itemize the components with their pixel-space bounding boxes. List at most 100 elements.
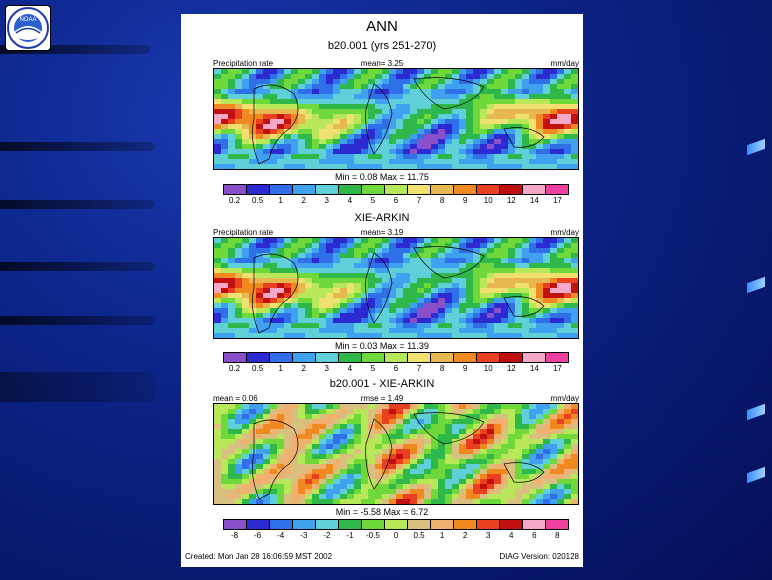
decorative-swoosh	[0, 200, 155, 209]
colorbar-tick-label: 1	[278, 196, 283, 205]
colorbar-tick-label: 0.5	[413, 531, 425, 540]
colorbar-swatch	[316, 520, 339, 529]
colorbar-swatch	[431, 520, 454, 529]
colorbar-swatch	[362, 520, 385, 529]
colorbar-tick-label: -0.5	[366, 531, 380, 540]
colorbar-swatch	[293, 353, 316, 362]
colorbar-swatch	[316, 353, 339, 362]
precip-map-model	[213, 68, 579, 170]
figure-title: ANN	[366, 18, 398, 35]
colorbar-tick-label: 2	[301, 364, 306, 373]
colorbar-tick-label: 17	[552, 196, 562, 205]
colorbar-tick-label: 8	[555, 531, 560, 540]
map-field-graphic	[214, 404, 578, 504]
panel-2-stats: Min = 0.03 Max = 11.39	[335, 341, 429, 351]
colorbar-swatch	[431, 185, 454, 194]
decorative-swoosh	[0, 316, 155, 325]
colorbar-swatch	[339, 185, 362, 194]
colorbar-tick-label: -3	[300, 531, 308, 540]
colorbar-tick-label: 0.5	[252, 364, 264, 373]
colorbar-3	[223, 519, 569, 530]
colorbar-tick-label: 5	[370, 364, 376, 373]
colorbar-tick-label: 3	[324, 364, 329, 373]
colorbar-tick-label: 3	[485, 531, 491, 540]
colorbar-tick-label: 3	[324, 196, 329, 205]
colorbar-swatch	[408, 520, 431, 529]
colorbar-tick-label: 17	[552, 364, 562, 373]
colorbar-tick-label: 6	[532, 531, 537, 540]
colorbar-tick-label: 0.2	[228, 364, 241, 373]
colorbar-swatch	[408, 353, 431, 362]
colorbar-tick-label: 9	[462, 196, 468, 205]
colorbar-tick-label: -1	[346, 531, 354, 540]
colorbar-tick-label: -6	[254, 531, 262, 540]
colorbar-swatch	[500, 520, 523, 529]
colorbar-2-ticks: 0.2 0.5 1 2 3 4 5 6 7 8 9 10 12 14 17	[223, 364, 569, 373]
panel-3-units: mm/day	[550, 394, 579, 403]
colorbar-swatch	[339, 353, 362, 362]
colorbar-tick-label: 8	[439, 364, 445, 373]
colorbar-tick-label: 4	[509, 531, 514, 540]
colorbar-tick-label: 2	[462, 531, 468, 540]
colorbar-tick-label: 0	[393, 531, 399, 540]
diag-version: DIAG Version: 020128	[499, 552, 579, 561]
colorbar-swatch	[546, 520, 568, 529]
decorative-swoosh	[0, 142, 155, 151]
decorative-swoosh	[0, 262, 155, 271]
colorbar-tick-label: 6	[393, 364, 399, 373]
colorbar-1-ticks: 0.2 0.5 1 2 3 4 5 6 7 8 9 10 12 14 17	[223, 196, 569, 205]
colorbar-swatch	[454, 520, 477, 529]
colorbar-swatch	[546, 353, 568, 362]
colorbar-tick-label: 0.2	[228, 196, 241, 205]
colorbar-swatch	[477, 520, 500, 529]
decorative-dash	[747, 138, 765, 156]
colorbar-swatch	[270, 185, 293, 194]
colorbar-swatch	[454, 353, 477, 362]
colorbar-tick-label: 1	[439, 531, 445, 540]
panel-3-subtitle: b20.001 - XIE-ARKIN	[329, 378, 435, 390]
colorbar-3-ticks: -8 -6 -4 -3 -2 -1 -0.5 0 0.5 1 2 3 4 6 8	[223, 531, 569, 540]
colorbar-tick-label: 7	[416, 196, 422, 205]
panel-3-mean: mean = 0.06	[213, 394, 258, 403]
colorbar-tick-label: 0.5	[252, 196, 264, 205]
colorbar-swatch	[523, 353, 546, 362]
decorative-dash	[747, 276, 765, 294]
colorbar-swatch	[454, 185, 477, 194]
panel-1-subtitle: b20.001 (yrs 251-270)	[327, 40, 437, 52]
precip-difference-map	[213, 403, 579, 505]
colorbar-tick-label: -2	[323, 531, 331, 540]
created-timestamp: Created: Mon Jan 28 16:06:59 MST 2002	[185, 552, 333, 561]
decorative-swoosh	[0, 372, 155, 402]
colorbar-swatch	[362, 185, 385, 194]
panel-1-units: mm/day	[550, 59, 579, 68]
panel-1-left-label: Precipitation rate	[213, 59, 274, 68]
precip-map-observed	[213, 237, 579, 339]
panel-3-rmse: rmse = 1.49	[360, 394, 404, 403]
colorbar-swatch	[385, 353, 408, 362]
colorbar-swatch	[408, 185, 431, 194]
colorbar-swatch	[293, 185, 316, 194]
colorbar-swatch	[431, 353, 454, 362]
colorbar-tick-label: 12	[506, 364, 516, 373]
decorative-dash	[747, 466, 765, 484]
colorbar-swatch	[316, 185, 339, 194]
colorbar-swatch	[247, 185, 270, 194]
panel-2-subtitle: XIE-ARKIN	[354, 212, 410, 224]
panel-1-mean: mean= 3.25	[360, 59, 404, 68]
colorbar-swatch	[385, 520, 408, 529]
noaa-seal-icon: NOAA	[7, 7, 49, 49]
colorbar-tick-label: -8	[230, 531, 239, 540]
colorbar-swatch	[270, 353, 293, 362]
colorbar-tick-label: 4	[347, 196, 353, 205]
colorbar-swatch	[224, 185, 247, 194]
svg-text:NOAA: NOAA	[19, 17, 36, 23]
panel-2-mean: mean= 3.19	[360, 228, 404, 237]
colorbar-swatch	[224, 520, 247, 529]
colorbar-swatch	[523, 520, 546, 529]
colorbar-tick-label: 6	[393, 196, 399, 205]
panel-2-units: mm/day	[550, 228, 579, 237]
colorbar-tick-label: 10	[483, 196, 493, 205]
colorbar-swatch	[546, 185, 568, 194]
panel-1-stats: Min = 0.08 Max = 11.75	[335, 172, 429, 182]
